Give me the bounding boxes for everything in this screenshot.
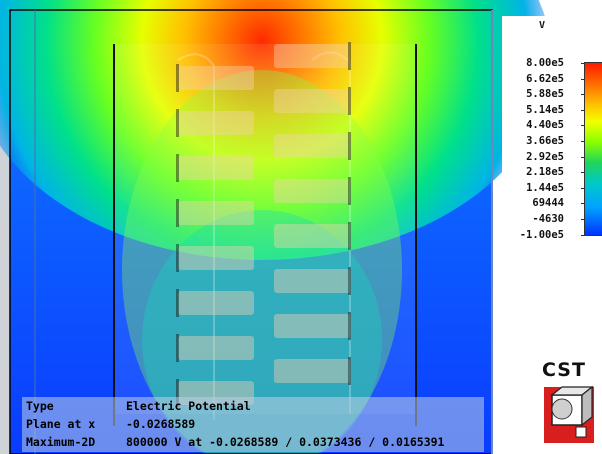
electrode-plate bbox=[274, 224, 350, 248]
cst-logo: CST bbox=[538, 357, 602, 454]
legend-tick bbox=[581, 203, 585, 205]
electrode-plate bbox=[274, 359, 350, 383]
cst-logo-text: CST bbox=[542, 359, 586, 381]
electrode-edge bbox=[176, 379, 179, 407]
legend-tick bbox=[581, 187, 585, 189]
electrode-edge bbox=[176, 199, 179, 227]
legend-label: 4.40e5 bbox=[526, 119, 564, 132]
legend-tick bbox=[581, 63, 585, 64]
info-value: -0.0268589 bbox=[126, 417, 196, 431]
info-row-maximum: Maximum-2D 800000 V at -0.0268589 / 0.037… bbox=[26, 434, 445, 451]
electrode-plate bbox=[274, 269, 350, 293]
legend-tick bbox=[581, 219, 585, 220]
electrode-edge bbox=[176, 244, 179, 272]
legend-unit: V bbox=[538, 20, 546, 31]
electrode-plate bbox=[178, 246, 254, 270]
electrode-plate bbox=[178, 111, 254, 135]
electrode-plate bbox=[178, 336, 254, 360]
electrode-plate bbox=[274, 179, 350, 203]
legend-tick bbox=[581, 125, 585, 127]
electrode-plate bbox=[274, 134, 350, 158]
info-box: Type Electric Potential Plane at x -0.0268… bbox=[22, 397, 484, 452]
info-label: Maximum-2D bbox=[26, 435, 96, 449]
legend-label: -1.00e5 bbox=[519, 228, 564, 241]
electrode-edge bbox=[176, 289, 179, 317]
info-label: Plane at x bbox=[26, 417, 96, 431]
info-row-type: Type Electric Potential bbox=[26, 398, 251, 415]
electrode-edge bbox=[348, 177, 351, 205]
info-value: 800000 V at -0.0268589 / 0.0373436 / 0.0… bbox=[126, 435, 445, 449]
legend-label: 1.44e5 bbox=[526, 181, 564, 194]
electrode-plate bbox=[178, 156, 254, 180]
electrode-edge bbox=[348, 132, 351, 160]
electrode-plate bbox=[178, 201, 254, 225]
electrode-plate bbox=[274, 89, 350, 113]
electrode-plate bbox=[178, 291, 254, 315]
electrode-edge bbox=[176, 154, 179, 182]
color-legend: V 8.00e5 6.62e5 5.88e5 5.14e5 4.40e5 3.66e5 2.… bbox=[502, 16, 602, 254]
legend-color-bar bbox=[581, 62, 602, 236]
electrode-edge bbox=[176, 64, 179, 92]
electrode-edge bbox=[348, 267, 351, 295]
legend-tick bbox=[581, 172, 585, 174]
legend-label: 3.66e5 bbox=[526, 135, 564, 147]
electrode-edge bbox=[348, 42, 351, 70]
electrode-edge bbox=[348, 87, 351, 115]
electrode-edge bbox=[176, 334, 179, 362]
legend-tick bbox=[581, 141, 585, 142]
info-row-plane: Plane at x -0.0268589 bbox=[26, 416, 195, 433]
legend-label: 8.00e5 bbox=[526, 57, 564, 69]
info-label: Type bbox=[26, 399, 54, 413]
electrode-plate bbox=[178, 66, 254, 90]
electrode-edge bbox=[348, 312, 351, 340]
legend-label: 2.18e5 bbox=[526, 166, 564, 179]
legend-label: 69444 bbox=[532, 197, 564, 210]
electrode-plate bbox=[274, 314, 350, 338]
legend-label: 6.62e5 bbox=[526, 72, 564, 85]
legend-label: -4630 bbox=[532, 213, 564, 225]
legend-tick bbox=[581, 234, 585, 236]
legend-tick bbox=[581, 94, 585, 96]
electrode-edge bbox=[348, 357, 351, 385]
info-value: Electric Potential bbox=[126, 399, 251, 413]
electrode-edge bbox=[348, 222, 351, 250]
cst-cube-icon bbox=[544, 385, 594, 443]
legend-label: 5.88e5 bbox=[526, 88, 564, 101]
electrode-edge bbox=[176, 109, 179, 137]
legend-tick bbox=[581, 78, 585, 80]
legend-label: 2.92e5 bbox=[526, 150, 564, 163]
legend-tick bbox=[581, 156, 585, 158]
electrode-plate bbox=[274, 44, 350, 68]
legend-tick bbox=[581, 109, 585, 111]
legend-label: 5.14e5 bbox=[526, 103, 564, 116]
